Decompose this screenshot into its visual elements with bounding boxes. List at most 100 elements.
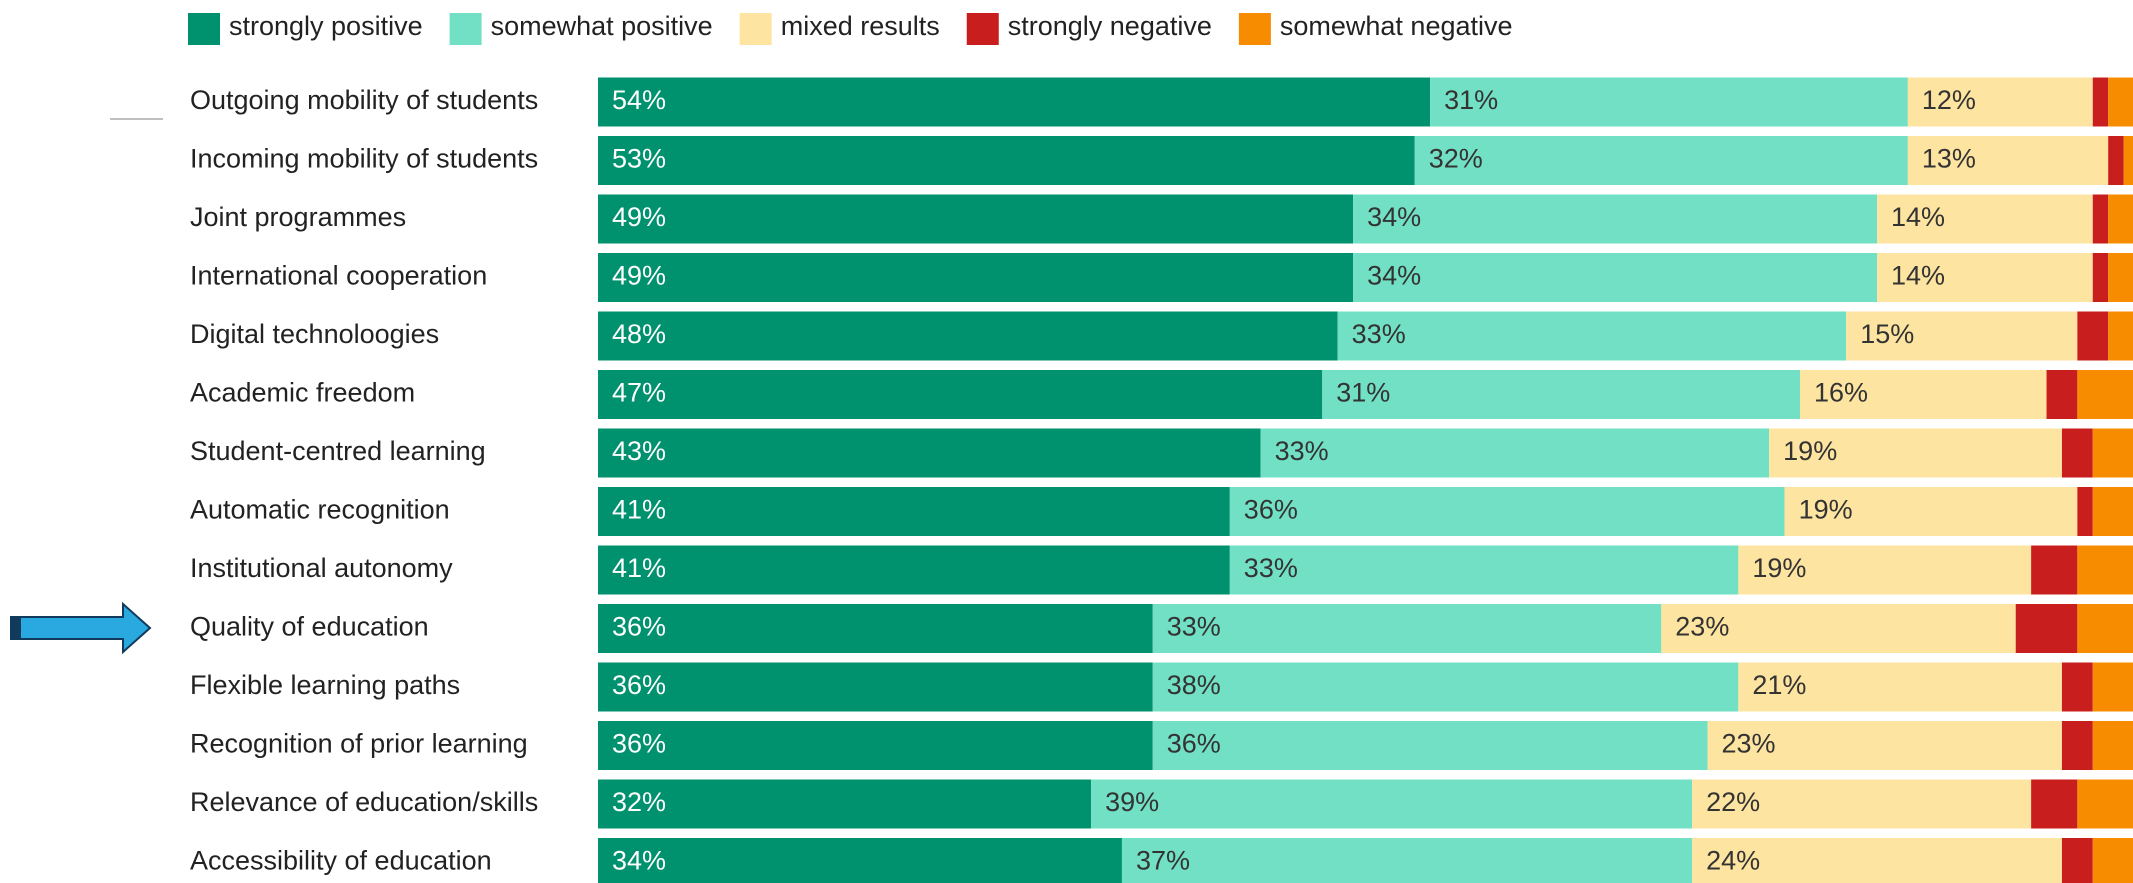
bar-segment (1353, 253, 1878, 302)
legend-label: somewhat positive (491, 11, 713, 41)
value-label: 49% (612, 202, 666, 232)
bar-segment (2092, 487, 2133, 536)
bar-segment (1260, 428, 1770, 478)
bar-segment (1907, 77, 2093, 127)
category-label: Automatic recognition (190, 495, 450, 525)
bar-segment (2092, 428, 2133, 478)
bar-segment (1877, 253, 2093, 302)
value-label: 34% (612, 846, 666, 876)
bar-segment (1692, 838, 2062, 883)
legend-label: strongly positive (229, 11, 423, 41)
bar-segment (598, 370, 1323, 419)
value-label: 15% (1860, 319, 1914, 349)
value-label: 33% (1167, 612, 1221, 642)
bar-segment (2108, 311, 2133, 361)
value-label: 14% (1891, 202, 1945, 232)
bar-segment (598, 77, 1431, 127)
value-label: 36% (612, 612, 666, 642)
value-label: 33% (1352, 319, 1406, 349)
value-label: 41% (612, 553, 666, 583)
value-label: 16% (1814, 378, 1868, 408)
bar-segment (598, 545, 1230, 595)
value-label: 43% (612, 436, 666, 466)
category-label: Digital technoloogies (190, 319, 439, 349)
bar-segment (2046, 370, 2078, 419)
bar-segment (598, 487, 1230, 536)
legend-swatch (1238, 13, 1271, 45)
bar-segment (1430, 77, 1908, 127)
bar-segment (2092, 838, 2133, 883)
value-label: 36% (1244, 495, 1298, 525)
value-label: 32% (1429, 144, 1483, 174)
bar-segment (1152, 604, 1662, 653)
bar-segment (2108, 253, 2133, 302)
value-label: 31% (1336, 378, 1390, 408)
bar-segment (1353, 194, 1878, 244)
bar-segment (2061, 721, 2093, 770)
bar-segment (2092, 721, 2133, 770)
legend-swatch (739, 13, 772, 45)
bar-segment (1877, 194, 2093, 244)
value-label: 33% (1275, 436, 1329, 466)
bar-segment (2077, 370, 2133, 419)
value-label: 48% (612, 319, 666, 349)
value-label: 19% (1783, 436, 1837, 466)
bar-segment (598, 604, 1153, 653)
bar-segment (598, 721, 1153, 770)
bar-segment (598, 253, 1354, 302)
bar-segment (1414, 136, 1908, 185)
value-label: 22% (1706, 787, 1760, 817)
category-label: Student-centred learning (190, 436, 486, 466)
legend-swatch (449, 13, 482, 45)
value-label: 24% (1706, 846, 1760, 876)
value-label: 13% (1922, 144, 1976, 174)
category-label: Flexible learning paths (190, 670, 460, 700)
bar-segment (1121, 838, 1693, 883)
bar-segment (1091, 779, 1693, 829)
bar-segment (2092, 253, 2109, 302)
bar-segment (2092, 662, 2133, 712)
bar-segment (2123, 136, 2133, 185)
bar-segment (2031, 545, 2078, 595)
bar-segment (598, 136, 1415, 185)
bar-segment (2061, 428, 2093, 478)
bar-segment (598, 428, 1261, 478)
category-label: Outgoing mobility of students (190, 85, 538, 115)
category-label: International cooperation (190, 261, 487, 291)
value-label: 36% (612, 729, 666, 759)
bar-segment (2077, 604, 2133, 653)
bar-segment (2108, 194, 2133, 244)
bar-segment (1738, 545, 2032, 595)
value-label: 14% (1891, 261, 1945, 291)
bar-segment (2077, 779, 2133, 829)
value-label: 36% (612, 670, 666, 700)
bar-segment (598, 194, 1354, 244)
value-label: 49% (612, 261, 666, 291)
value-label: 31% (1444, 85, 1498, 115)
category-label: Academic freedom (190, 378, 415, 408)
bar-segment (1152, 721, 1708, 770)
bar-segment (1229, 545, 1739, 595)
bar-segment (2108, 77, 2133, 127)
value-label: 23% (1675, 612, 1729, 642)
category-label: Joint programmes (190, 202, 406, 232)
bar-segment (1769, 428, 2062, 478)
value-label: 54% (612, 85, 666, 115)
legend-swatch (966, 13, 999, 45)
category-label: Incoming mobility of students (190, 144, 538, 174)
legend-label: somewhat negative (1280, 11, 1513, 41)
pointer-arrow-tail (11, 617, 21, 639)
category-label: Institutional autonomy (190, 553, 453, 583)
value-label: 36% (1167, 729, 1221, 759)
bar-segment (598, 662, 1153, 712)
value-label: 32% (612, 787, 666, 817)
bar-segment (1322, 370, 1800, 419)
bar-segment (1738, 662, 2062, 712)
value-label: 38% (1167, 670, 1221, 700)
bar-segment (1692, 779, 2032, 829)
legend-label: strongly negative (1008, 11, 1212, 41)
bar-segment (1152, 662, 1739, 712)
bar-segment (1907, 136, 2109, 185)
value-label: 33% (1244, 553, 1298, 583)
